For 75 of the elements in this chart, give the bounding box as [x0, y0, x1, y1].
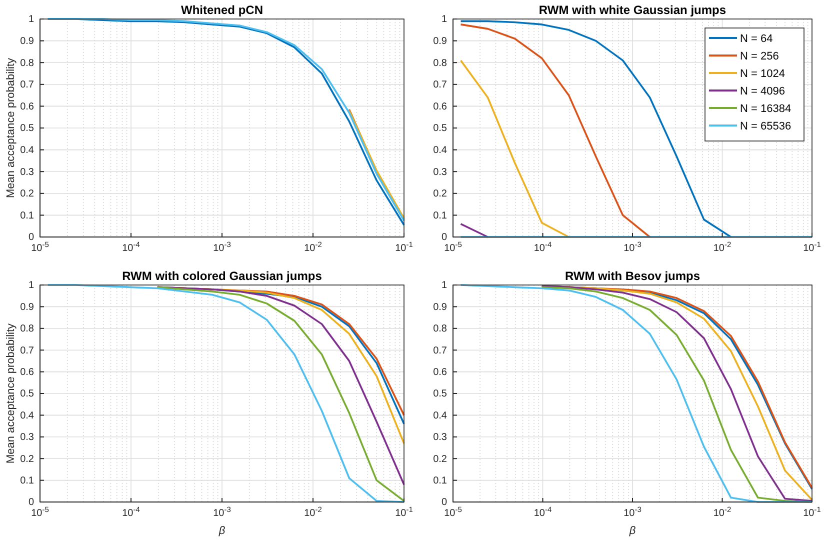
x-tick-label: 10$^{-1}$ — [803, 504, 821, 519]
legend-label: N = 1024 — [740, 68, 785, 80]
x-axis-title: β — [218, 525, 226, 537]
y-axis-title: Mean acceptance probability — [5, 57, 17, 198]
y-tick-label: 0.5 — [433, 388, 448, 400]
chart-title: Whitened pCN — [181, 3, 263, 17]
x-tick-label: 10$^{-1}$ — [395, 240, 413, 254]
y-tick-label: 0.3 — [433, 166, 448, 178]
y-tick-label: 0.4 — [433, 410, 448, 422]
y-tick-label: 0.7 — [433, 80, 448, 91]
line-series — [460, 24, 651, 238]
y-tick-label: 0.7 — [20, 345, 34, 356]
y-tick-label: 1 — [441, 14, 448, 26]
legend-label: N = 4096 — [740, 86, 785, 98]
y-tick-label: 0.4 — [20, 145, 34, 156]
x-tick-label: 10$^{-1}$ — [395, 504, 413, 519]
legend-label: N = 64 — [740, 33, 773, 45]
y-tick-label: 0.9 — [433, 302, 448, 313]
legend-label: N = 65536 — [740, 120, 792, 132]
y-tick-label: 0.1 — [433, 476, 448, 486]
line-series — [46, 284, 405, 503]
y-tick-label: 0.8 — [20, 324, 34, 335]
y-tick-label: 0.5 — [20, 388, 34, 400]
line-series — [460, 60, 570, 238]
y-tick-label: 0.2 — [20, 454, 34, 465]
x-tick-label: 10$^{-3}$ — [624, 240, 642, 254]
y-tick-label: 0.6 — [433, 367, 448, 378]
y-tick-label: 0.5 — [433, 123, 448, 134]
y-tick-label: 0.3 — [20, 166, 34, 178]
y-tick-label: 0.1 — [433, 210, 448, 222]
x-tick-label: 10$^{-4}$ — [122, 240, 140, 254]
y-tick-label: 0.9 — [433, 36, 448, 47]
y-tick-label: 0.6 — [20, 101, 34, 112]
y-tick-label: 0.1 — [20, 210, 34, 222]
y-tick-label: 1 — [28, 14, 34, 26]
x-tick-label: 10$^{-3}$ — [624, 504, 642, 519]
y-tick-label: 0.5 — [20, 123, 34, 134]
x-tick-label: 10$^{-3}$ — [213, 240, 231, 254]
x-tick-label: 10$^{-2}$ — [304, 240, 322, 254]
y-tick-label: 0.2 — [433, 188, 448, 200]
y-tick-label: 0.8 — [433, 324, 448, 335]
x-tick-label: 10$^{-4}$ — [534, 240, 552, 254]
y-tick-label: 1 — [441, 280, 448, 292]
y-tick-label: 0.4 — [20, 410, 34, 422]
line-series — [460, 20, 732, 238]
y-tick-label: 0.4 — [433, 145, 448, 156]
y-tick-label: 0.7 — [433, 345, 448, 356]
x-tick-label: 10$^{-2}$ — [304, 504, 322, 519]
x-axis-title: β — [628, 525, 636, 537]
x-tick-label: 10$^{-2}$ — [713, 240, 732, 254]
y-tick-label: 0.6 — [20, 367, 34, 378]
x-tick-label: 10$^{-4}$ — [122, 504, 140, 519]
x-tick-label: 10$^{-4}$ — [534, 504, 552, 519]
y-tick-label: 0.1 — [20, 476, 34, 486]
y-tick-label: 0.8 — [20, 58, 34, 69]
y-tick-label: 0.9 — [20, 36, 34, 47]
y-tick-label: 0.6 — [433, 101, 448, 112]
x-tick-label: 10$^{-2}$ — [713, 504, 732, 519]
y-tick-label: 0.9 — [20, 302, 34, 313]
y-tick-label: 1 — [28, 280, 34, 292]
y-tick-label: 0.2 — [20, 188, 34, 200]
chart-title: RWM with colored Gaussian jumps — [122, 269, 322, 283]
y-axis-title: Mean acceptance probability — [5, 322, 17, 464]
chart-title: RWM with white Gaussian jumps — [538, 3, 726, 17]
y-tick-label: 0.3 — [20, 432, 34, 444]
x-tick-label: 10$^{-1}$ — [803, 240, 821, 254]
y-tick-label: 0.7 — [20, 80, 34, 91]
legend-label: N = 256 — [740, 50, 779, 62]
x-tick-label: 10$^{-3}$ — [213, 504, 231, 519]
y-tick-label: 0.8 — [433, 58, 448, 69]
line-series — [460, 284, 813, 503]
legend-label: N = 16384 — [740, 103, 792, 115]
chart-title: RWM with Besov jumps — [564, 269, 700, 283]
y-tick-label: 0.3 — [433, 432, 448, 444]
y-tick-label: 0.2 — [433, 454, 448, 465]
